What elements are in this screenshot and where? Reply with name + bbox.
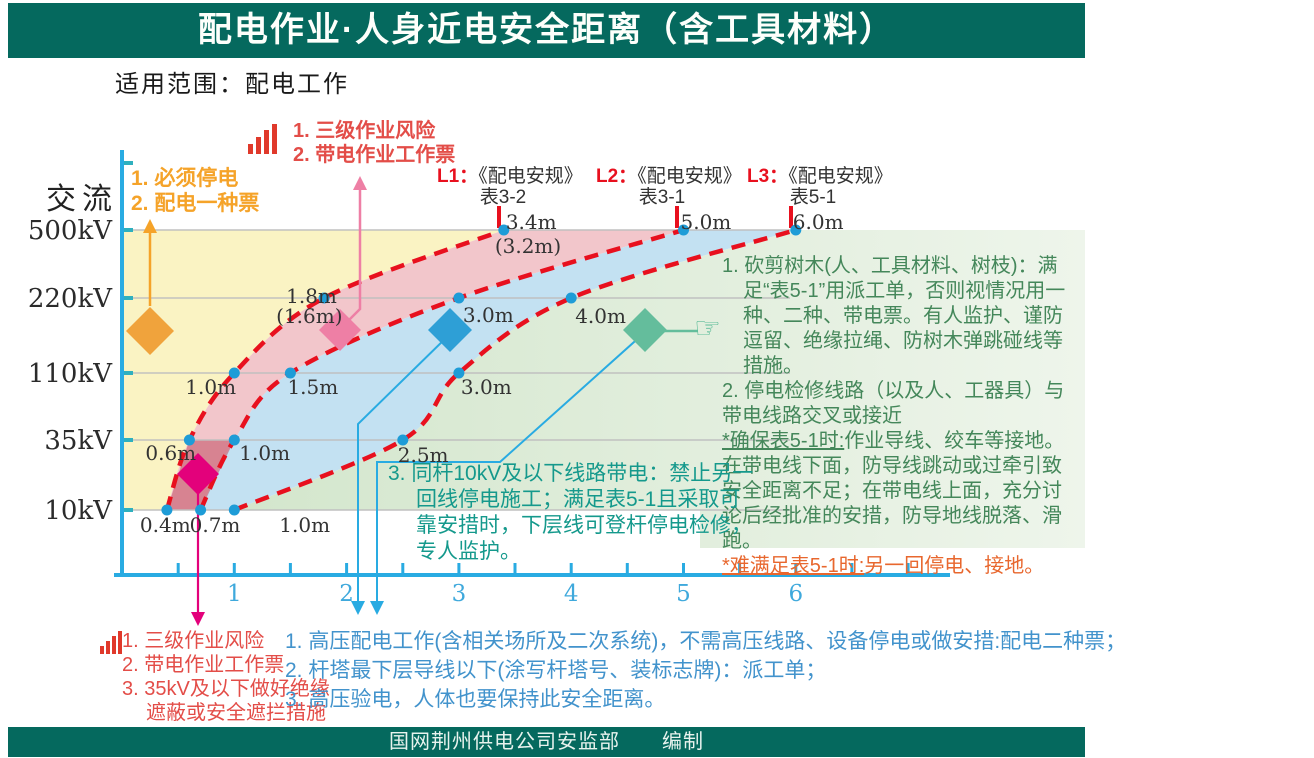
- orange-note: 1. 必须停电 2. 配电一种票: [131, 166, 259, 216]
- data-point: [229, 435, 240, 446]
- point-label: 0.7m: [190, 513, 241, 537]
- point-label: 3.0m: [461, 375, 512, 399]
- bottom-blue-note-line3: 3. 高压验电，人体也要保持此安全距离。: [285, 685, 1126, 714]
- orange-arrowhead-icon: [143, 219, 157, 233]
- bottom-blue-note-line2: 2. 杆塔最下层导线以下(涂写杆塔号、装标志牌)：派工单；: [285, 656, 1126, 685]
- green-rule-2: 2. 停电检修线路（以及人、工器具）与带电线路交叉或接近: [722, 379, 1070, 429]
- data-point: [566, 293, 577, 304]
- footer-text: 国网荆州供电公司安监部 编制: [8, 727, 1085, 757]
- pink-arrowhead-icon: [353, 176, 367, 190]
- point-alt-label: (3.2m): [495, 234, 561, 258]
- top-red-note: 1. 三级作业风险 2. 带电作业工作票: [293, 119, 455, 167]
- point-label: 1.0m: [239, 441, 290, 465]
- point-alt-label: (1.6m): [276, 304, 342, 328]
- point-label: 1.0m: [279, 513, 330, 537]
- curve-label-L2-prefix: L2：: [596, 166, 637, 187]
- green-rule-note1-label: *确保表5-1时:: [722, 430, 844, 452]
- curve-label-tick-L2: [675, 206, 679, 228]
- curve-label-L3-table: 表5-1: [747, 187, 879, 208]
- curve-label-L1-name: 《配电安规》: [478, 166, 583, 187]
- voltage-tick-label: 220kV: [17, 284, 112, 314]
- voltage-tick-label: 500kV: [17, 216, 112, 246]
- footer-bar: 国网荆州供电公司安监部 编制: [8, 727, 1085, 757]
- voltage-tick-label: 110kV: [17, 359, 112, 389]
- green-rule-note1: *确保表5-1时:作业导线、绞车等接地。在带电线下面，防导线跳动或过牵引致安全距…: [722, 429, 1070, 554]
- green-rule-note2-text: 另一回停电、接地。: [864, 555, 1044, 577]
- curve-label-L2-table: 表3-1: [596, 187, 728, 208]
- y-axis: [120, 150, 124, 577]
- curve-label-L1-table: 表3-2: [437, 187, 569, 208]
- data-point: [453, 293, 464, 304]
- green-rule-note2: *难满足表5-1时:另一回停电、接地。: [722, 554, 1070, 579]
- curve-label-L1-prefix: L1：: [437, 166, 478, 187]
- top-red-note-line1: 1. 三级作业风险: [293, 119, 455, 143]
- voltage-tick-label: 10kV: [17, 496, 112, 526]
- curve-label-L3: L3：《配电安规》 表5-1: [747, 166, 879, 208]
- orange-note-line2: 2. 配电一种票: [131, 191, 259, 216]
- x-tick-label: 3: [444, 581, 474, 607]
- blue-arrowhead-icon-2: [370, 601, 384, 615]
- x-tick-label: 2: [332, 581, 362, 607]
- point-label: 4.0m: [575, 304, 626, 328]
- curve-label-L2: L2：《配电安规》 表3-1: [596, 166, 728, 208]
- point-label: 0.6m: [145, 441, 196, 465]
- point-label: 3.0m: [463, 303, 514, 327]
- voltage-tick-label: 35kV: [17, 426, 112, 456]
- y-axis-title: 交流: [46, 174, 118, 218]
- curve-label-tick-L1: [497, 206, 501, 228]
- point-label: 6.0m: [793, 210, 844, 234]
- magenta-arrowhead-icon: [191, 612, 205, 626]
- bottom-blue-note: 1. 高压配电工作(含相关场所及二次系统)，不需高压线路、设备停电或做安措:配电…: [285, 627, 1126, 714]
- risk-level-bars-icon: [248, 124, 280, 158]
- slide: 配电作业·人身近电安全距离（含工具材料） 适用范围：配电工作: [0, 0, 1314, 758]
- point-label: 1.5m: [287, 375, 338, 399]
- orange-note-line1: 1. 必须停电: [131, 166, 259, 191]
- top-red-note-line2: 2. 带电作业工作票: [293, 143, 455, 167]
- point-label: 5.0m: [681, 210, 732, 234]
- pointing-hand-icon: ☞: [694, 314, 721, 344]
- green-rules-panel: 1. 砍剪树木(人、工具材料、树枝)：满足“表5-1”用派工单，否则视情况用一种…: [722, 254, 1070, 579]
- curve-label-L3-name: 《配电安规》: [788, 166, 893, 187]
- bottom-blue-note-line1: 1. 高压配电工作(含相关场所及二次系统)，不需高压线路、设备停电或做安措:配电…: [285, 627, 1126, 656]
- x-tick-label: 4: [556, 581, 586, 607]
- curve-label-L2-name: 《配电安规》: [637, 166, 742, 187]
- curve-label-L1: L1：《配电安规》 表3-2: [437, 166, 569, 208]
- green-rule-1: 1. 砍剪树木(人、工具材料、树枝)：满足“表5-1”用派工单，否则视情况用一种…: [722, 254, 1070, 379]
- point-label: 3.4m: [506, 210, 557, 234]
- point-label: 1.0m: [185, 375, 236, 399]
- x-tick-label: 1: [219, 581, 249, 607]
- x-tick-label: 5: [669, 581, 699, 607]
- point-label: 0.4m: [140, 513, 191, 537]
- x-tick-label: 6: [781, 581, 811, 607]
- teal-rule-box: 3. 同杆10kV及以下线路带电：禁止另一回线停电施工；满足表5-1且采取可靠安…: [388, 461, 761, 565]
- curve-label-L3-prefix: L3：: [747, 166, 788, 187]
